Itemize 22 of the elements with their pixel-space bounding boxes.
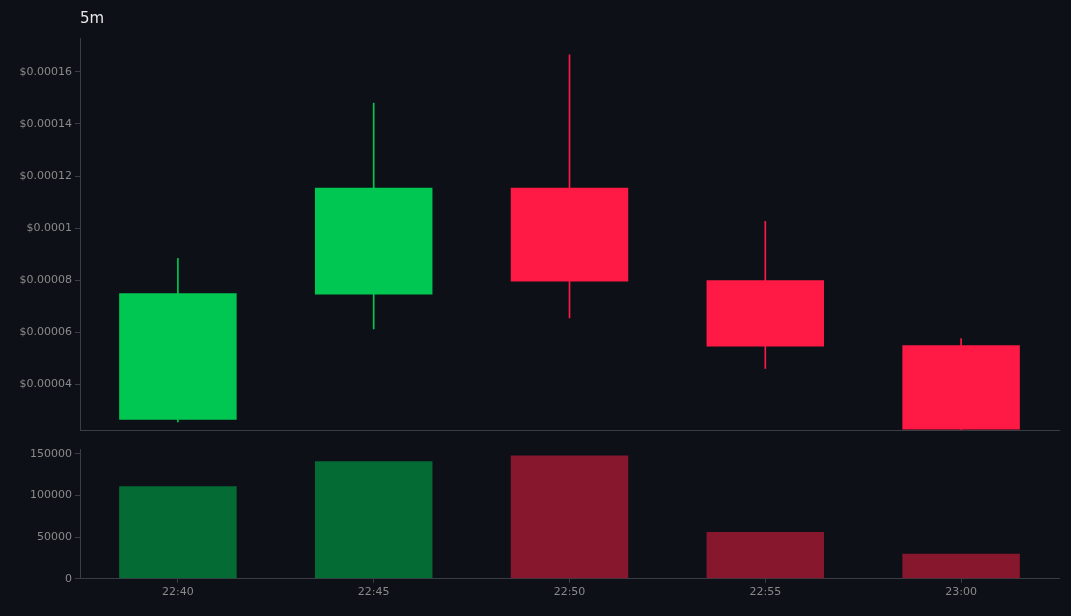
y-tick-label: 50000 <box>37 529 72 543</box>
y-tick-label: $0.0001 <box>26 221 72 234</box>
bar <box>902 553 1020 579</box>
x-tick-label: 23:00 <box>945 585 977 599</box>
bar <box>314 461 433 579</box>
bar <box>510 455 629 579</box>
x-tick-label: 22:45 <box>357 585 390 599</box>
bar <box>706 532 825 579</box>
y-tick-label: $0.00006 <box>19 325 72 339</box>
y-tick-label: $0.00014 <box>19 116 72 130</box>
bar <box>119 486 237 579</box>
x-tick-label: 22:40 <box>162 585 194 599</box>
y-tick-label: 100000 <box>30 488 72 502</box>
x-tick-label: 22:50 <box>553 585 586 599</box>
y-tick-label: 0 <box>65 571 72 585</box>
y-tick-label: $0.00004 <box>19 377 72 391</box>
y-tick-label: 150000 <box>30 446 72 460</box>
x-tick-label: 22:55 <box>749 585 782 599</box>
y-tick-label: $0.00008 <box>19 273 72 287</box>
y-tick-label: $0.00012 <box>19 168 72 182</box>
y-tick-label: $0.00016 <box>19 64 72 78</box>
chart-title: 5m <box>80 9 105 27</box>
